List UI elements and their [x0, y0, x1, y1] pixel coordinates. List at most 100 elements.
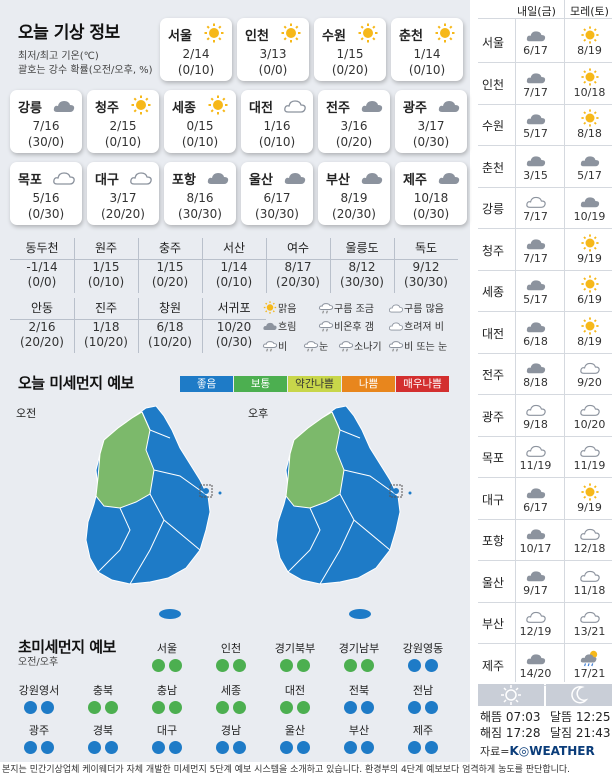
table-temp: 2/16: [28, 320, 56, 334]
forecast-city: 서울: [481, 36, 505, 50]
sunset-label: 해짐: [480, 726, 503, 740]
ufd-dots: [138, 699, 196, 718]
city-rain: (30/30): [255, 207, 299, 221]
legend-overcast: 흐림: [262, 318, 296, 335]
ufd-dots: [266, 739, 324, 758]
city-temp: 3/17: [109, 191, 137, 205]
forecast-d2-temp: 11/19: [573, 459, 606, 472]
city-name: 포항: [172, 173, 196, 188]
city-card-9: 광주 3/17 (0/30): [395, 90, 467, 153]
forecast-d2-cell: 9/20: [562, 358, 616, 389]
ufd-dots: [202, 699, 260, 718]
table-rain: (10/20): [84, 335, 128, 349]
city-temp: 7/16: [32, 119, 60, 133]
forecast-row-divider: [478, 601, 612, 603]
ufd-am-dot: [152, 701, 165, 714]
cloud-icon: [525, 358, 547, 376]
table-city-values: 1/14 (0/10): [202, 260, 266, 290]
pm-level-0: 좋음: [180, 376, 233, 392]
ufd-pm-dot: [233, 659, 246, 672]
table-divider: [74, 238, 75, 293]
table-temp: 10/20: [216, 320, 252, 334]
cloud-icon: [437, 95, 461, 117]
cloud-icon: [206, 167, 230, 189]
ufd-pm-dot: [297, 659, 310, 672]
forecast-city: 세종: [481, 285, 505, 299]
legend-label: 소나기: [354, 342, 382, 353]
city-temp: 8/16: [186, 191, 214, 205]
sunrise-label: 해뜸: [480, 710, 503, 724]
table-temp: 1/15: [156, 260, 184, 274]
city-card-10: 목포 5/16 (0/30): [10, 162, 82, 225]
table-rain: (0/10): [215, 275, 253, 289]
table-city-values: 2/16 (20/20): [10, 320, 74, 350]
forecast-d2-cell: 12/18: [562, 524, 616, 555]
city-card-0: 서울 2/14 (0/10): [160, 18, 232, 81]
map-border: [97, 507, 131, 573]
ufd-city: 부산: [348, 724, 370, 737]
forecast-d1-temp: 11/19: [519, 459, 552, 472]
moonset-time: 21:43: [575, 726, 611, 740]
sun-icon: [262, 301, 278, 317]
table-divider: [74, 298, 75, 353]
rain-snow-icon: [388, 341, 404, 355]
table-temp: 9/12: [412, 260, 440, 274]
forecast-row-divider: [478, 269, 612, 271]
forecast-d1-temp: 6/17: [523, 44, 548, 57]
forecast-d1-temp: 3/15: [523, 168, 548, 182]
ufd-am-dot: [24, 701, 37, 714]
source: 자료=K◎WEATHER: [480, 743, 595, 759]
sun-icon: [580, 233, 599, 252]
city-name: 인천: [245, 29, 269, 44]
cloud-icon: [525, 68, 547, 86]
map-pm-label: 오후: [248, 407, 269, 420]
sun-icon: [358, 23, 378, 43]
city-temp: 1/14: [413, 47, 441, 61]
city-name: 부산: [326, 173, 350, 188]
ufd-city: 전남: [412, 684, 434, 697]
ufd-city: 강원영서: [18, 684, 60, 697]
ufd-pm-dot: [105, 741, 118, 754]
forecast-d1-cell: 9/17: [508, 566, 563, 597]
ufd-dots: [330, 657, 388, 676]
ufd-am-dot: [216, 741, 229, 754]
forecast-d1-cell: 3/15: [508, 151, 563, 182]
ufd-pm-dot: [297, 701, 310, 714]
legend-rain_or_snow: 비 또는 눈: [388, 338, 447, 355]
table-city-name: 원주: [94, 241, 118, 255]
kweather-logo: K◎WEATHER: [509, 744, 595, 758]
sun-icon: [279, 23, 303, 45]
forecast-row-divider: [478, 103, 612, 105]
sun-outline-icon: [501, 685, 521, 705]
forecast-d1-cell: 6/17: [508, 483, 563, 514]
forecast-city: 울산: [481, 575, 505, 590]
city-temp: 2/15: [109, 119, 137, 133]
forecast-row-divider: [478, 684, 612, 686]
forecast-city: 부산: [481, 617, 505, 631]
table-city-values: 1/15 (0/10): [74, 260, 138, 290]
table-divider: [10, 259, 458, 260]
forecast-d2-cell: 10/19: [562, 192, 616, 223]
forecast-d1-cell: 7/17: [508, 68, 563, 99]
moonrise-time: 12:25: [575, 710, 611, 724]
forecast-d2-temp: 10/18: [573, 85, 606, 99]
ufd-city: 세종: [220, 684, 242, 697]
sun-icon: [206, 95, 230, 117]
ufd-city: 경기남부: [338, 642, 380, 655]
legend-partly: 구름 조금: [318, 300, 374, 317]
ufd-sub: 오전/오후: [18, 657, 59, 668]
table-city-values: 10/20 (0/30): [202, 320, 266, 350]
sun-icon: [580, 482, 599, 501]
cloud-light-icon: [579, 566, 601, 584]
cloud-light-icon: [579, 524, 601, 542]
forecast-d1-cell: 6/17: [508, 26, 563, 57]
table-rain: (30/30): [404, 275, 448, 289]
forecast-row-divider: [478, 62, 612, 63]
forecast-d1-temp: 6/18: [523, 334, 548, 348]
ufd-city: 충남: [156, 684, 178, 697]
forecast-row-divider: [478, 145, 612, 146]
city-rain: (0/30): [27, 207, 65, 221]
pm-level-1: 보통: [234, 376, 287, 392]
legend-label: 구름 조금: [334, 304, 374, 315]
table-temp: -1/14: [26, 260, 58, 274]
